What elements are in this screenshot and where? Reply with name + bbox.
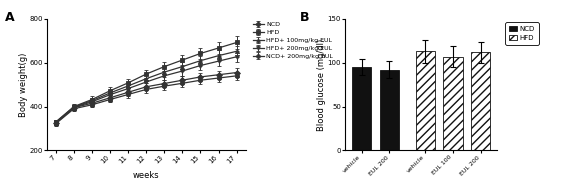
Legend: NCD, HFD, HFD+ 100mg/kg EUL, HFD+ 200mg/kg EUL, NCD+ 200mg/kg EUL: NCD, HFD, HFD+ 100mg/kg EUL, HFD+ 200mg/…: [253, 22, 333, 59]
Y-axis label: Blood glucose (mg/dl): Blood glucose (mg/dl): [317, 39, 326, 131]
Bar: [416, 51, 435, 150]
Y-axis label: Body weight(g): Body weight(g): [19, 52, 27, 117]
Bar: [471, 52, 490, 150]
Legend: NCD, HFD: NCD, HFD: [505, 22, 539, 45]
Text: B: B: [300, 11, 309, 24]
Bar: [443, 57, 463, 150]
Text: A: A: [5, 11, 15, 24]
X-axis label: weeks: weeks: [133, 171, 160, 180]
Bar: [352, 67, 371, 150]
Bar: [380, 70, 399, 150]
